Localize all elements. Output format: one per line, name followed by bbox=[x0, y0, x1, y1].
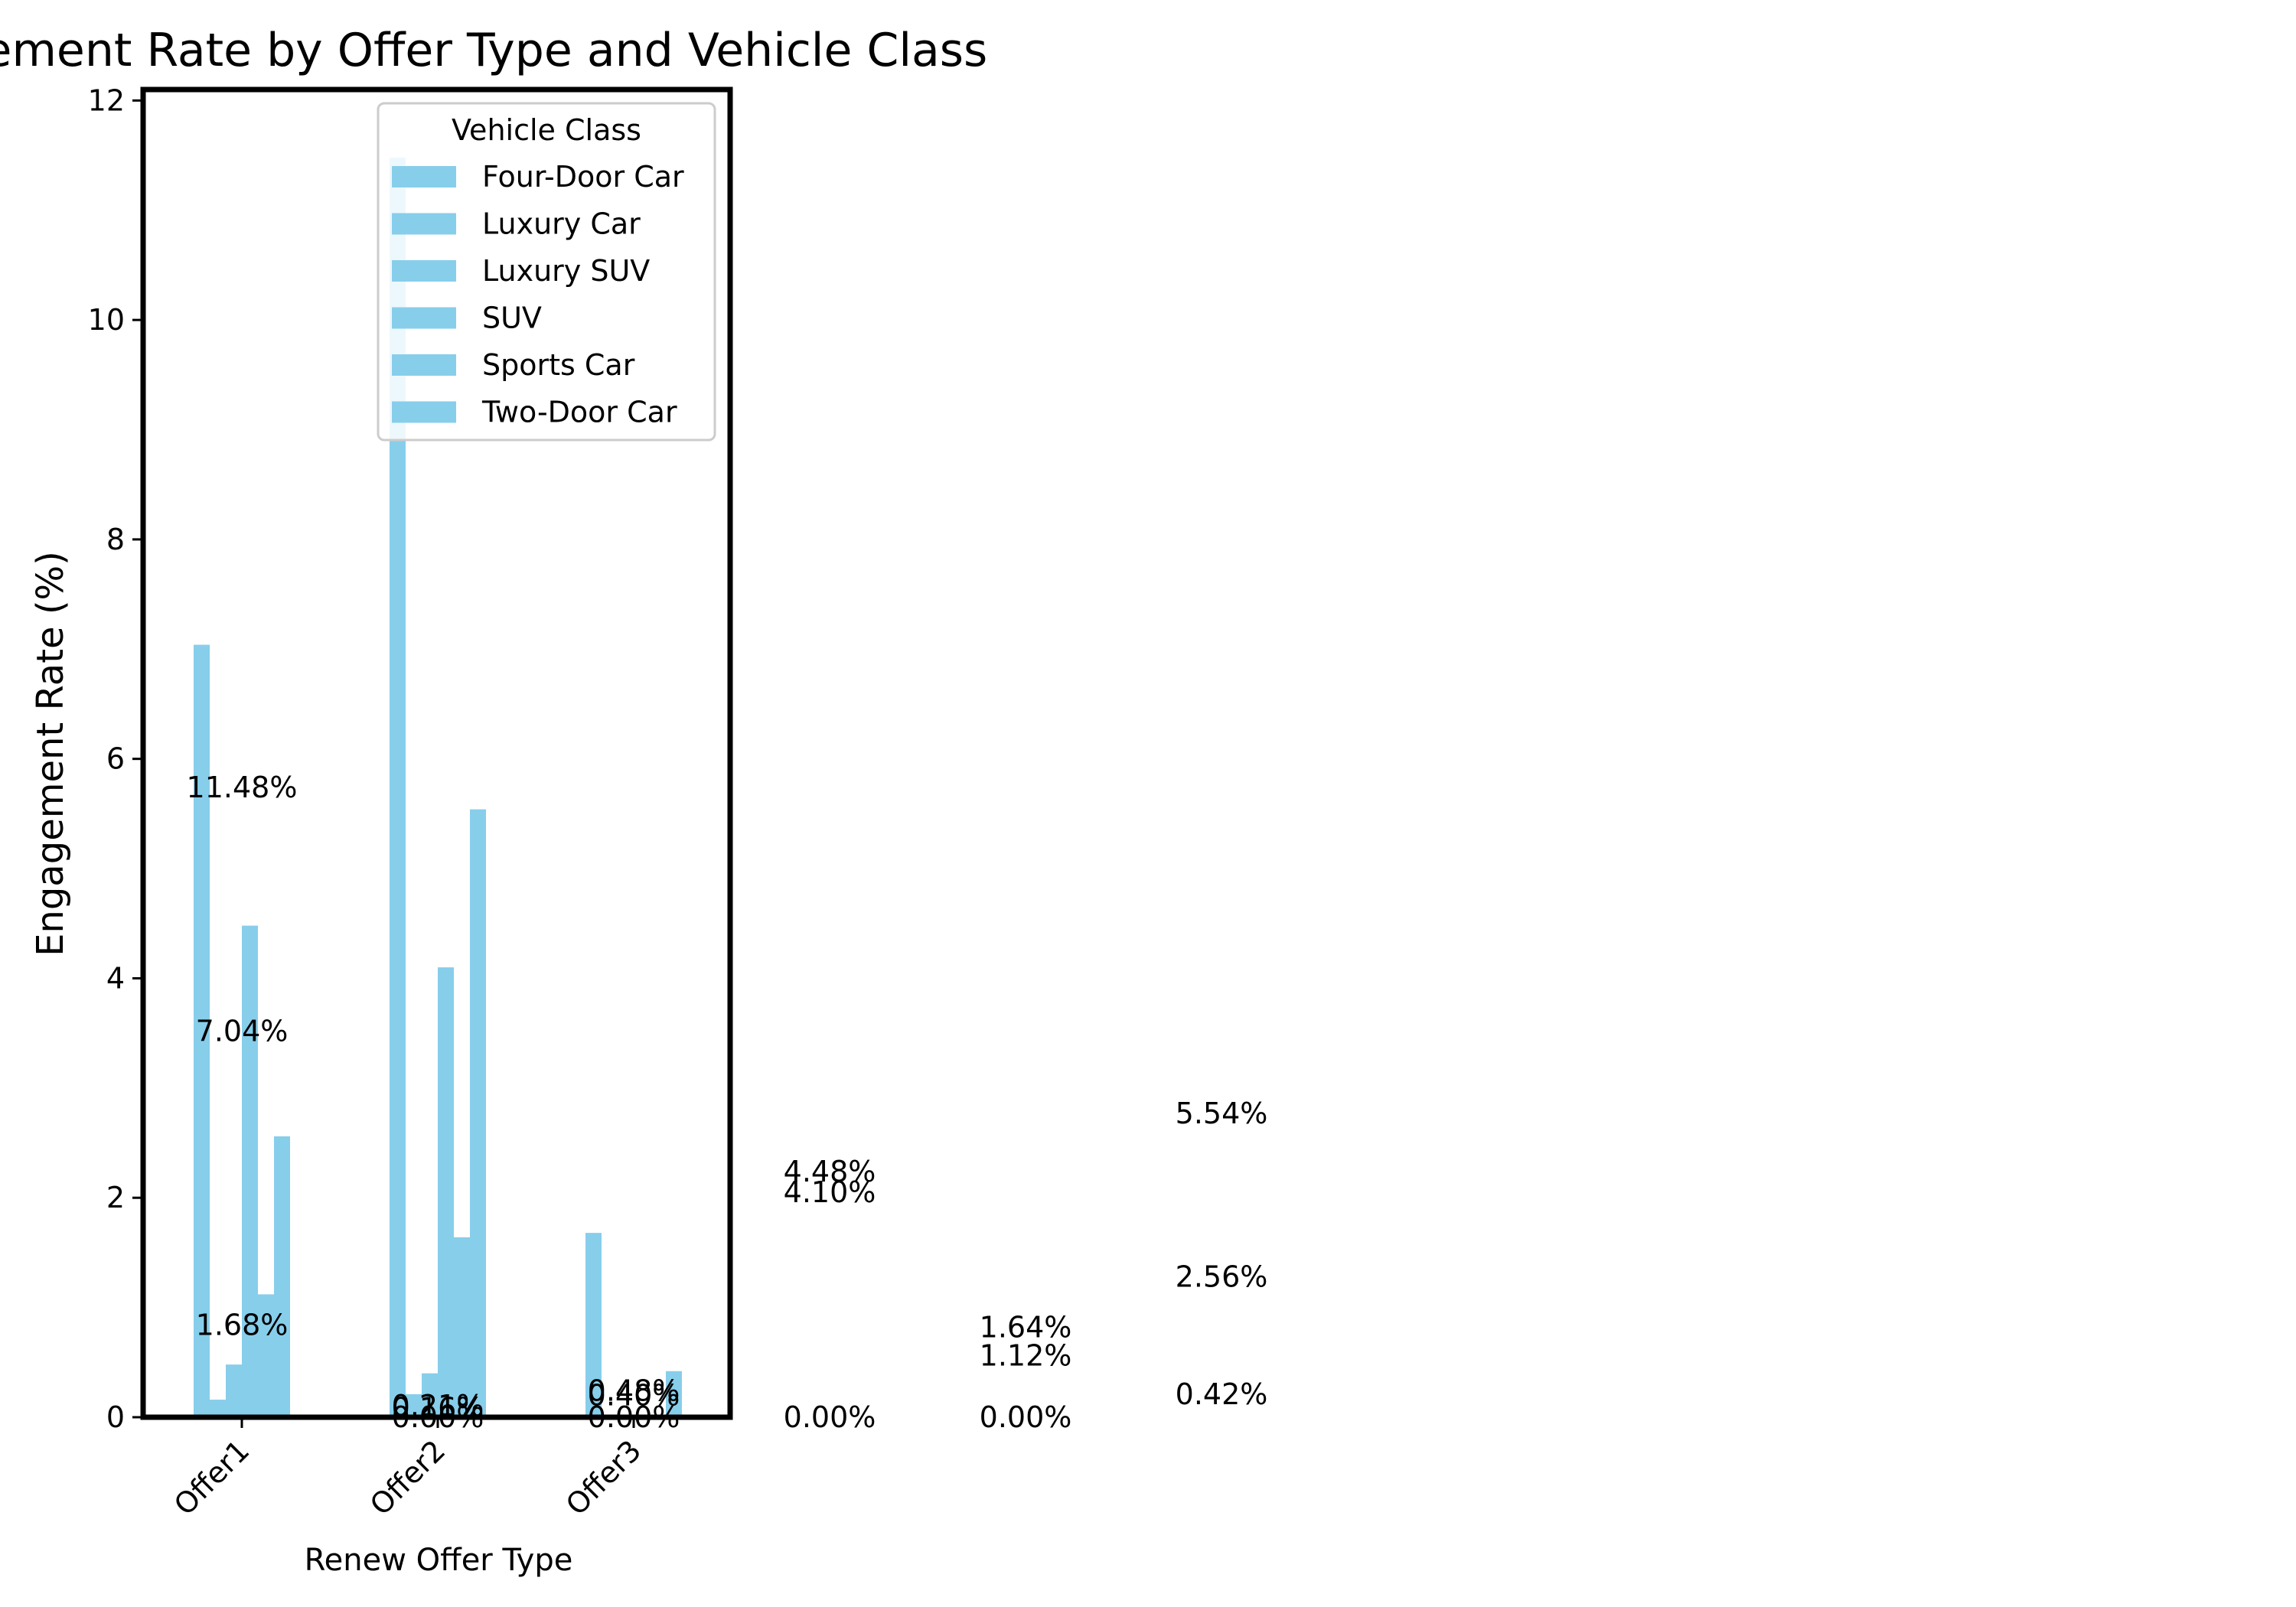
bar bbox=[406, 1393, 422, 1417]
bar-value-label: 2.56% bbox=[1176, 1260, 1268, 1293]
bar-value-label: 1.64% bbox=[980, 1310, 1072, 1344]
y-axis-label: Engagement Rate (%) bbox=[29, 551, 72, 957]
x-tick-label: Offer2 bbox=[364, 1433, 452, 1521]
chart-title: Engagement Rate by Offer Type and Vehicl… bbox=[0, 24, 987, 77]
legend: Vehicle Class Four-Door Car Luxury Car Lux… bbox=[377, 102, 716, 442]
legend-entry-label: SUV bbox=[482, 302, 542, 335]
legend-entry-label: Luxury Car bbox=[482, 207, 641, 241]
bar bbox=[242, 925, 258, 1417]
legend-entry-label: Sports Car bbox=[482, 348, 635, 382]
bar bbox=[585, 1233, 602, 1417]
legend-entry-label: Two-Door Car bbox=[481, 396, 677, 429]
bar-value-label: 1.68% bbox=[196, 1309, 289, 1342]
y-tick-label: 6 bbox=[106, 742, 125, 776]
bar-value-label: 11.48% bbox=[187, 771, 298, 804]
legend-items: Four-Door Car Luxury Car Luxury SUV SUV Spor… bbox=[392, 160, 684, 429]
legend-swatch bbox=[392, 354, 456, 376]
bar bbox=[422, 1373, 438, 1417]
bar bbox=[226, 1364, 242, 1417]
bar bbox=[274, 1136, 290, 1417]
legend-swatch bbox=[392, 401, 456, 423]
bar-value-label: 0.48% bbox=[588, 1374, 680, 1408]
x-tick-label: Offer1 bbox=[168, 1433, 256, 1521]
legend-swatch bbox=[392, 260, 456, 282]
bar-value-label: 7.04% bbox=[196, 1014, 289, 1048]
y-tick-label: 10 bbox=[88, 303, 125, 337]
bar-value-label: 0.42% bbox=[1176, 1377, 1268, 1411]
bar-value-label: 4.48% bbox=[784, 1155, 876, 1188]
bar bbox=[470, 809, 486, 1417]
bars-layer bbox=[194, 157, 682, 1417]
bar bbox=[438, 967, 454, 1417]
bar-value-label: 1.12% bbox=[980, 1339, 1072, 1373]
y-tick-label: 2 bbox=[106, 1181, 125, 1214]
y-tick-label: 0 bbox=[106, 1400, 125, 1434]
legend-entry-label: Luxury SUV bbox=[482, 254, 650, 288]
legend-swatch bbox=[392, 213, 456, 235]
bar bbox=[454, 1237, 470, 1417]
y-tick-label: 8 bbox=[106, 523, 125, 556]
bar-value-label: 0.40% bbox=[588, 1378, 680, 1412]
legend-title: Vehicle Class bbox=[452, 113, 641, 147]
bar-labels-layer: 11.48%7.04%1.68%0.21%0.16%0.00%0.48%0.40… bbox=[187, 771, 1268, 1434]
y-tick-label: 12 bbox=[88, 83, 125, 117]
plot-frame bbox=[140, 86, 733, 1420]
x-axis-label: Renew Offer Type bbox=[305, 1543, 573, 1578]
bar-value-label: 4.10% bbox=[784, 1175, 876, 1209]
bar-value-label: 0.00% bbox=[980, 1400, 1072, 1434]
legend-swatch bbox=[392, 307, 456, 329]
bar bbox=[390, 157, 406, 1417]
legend-box bbox=[377, 102, 716, 442]
bar bbox=[666, 1371, 682, 1417]
bar-value-label: 0.00% bbox=[784, 1400, 876, 1434]
bar bbox=[258, 1294, 274, 1417]
bar bbox=[210, 1400, 226, 1417]
legend-entry-label: Four-Door Car bbox=[482, 160, 684, 194]
legend-swatch bbox=[392, 166, 456, 187]
bar-value-label: 5.54% bbox=[1176, 1097, 1268, 1130]
bar bbox=[194, 644, 210, 1417]
x-tick-label: Offer3 bbox=[559, 1433, 647, 1521]
y-tick-label: 4 bbox=[106, 961, 125, 995]
